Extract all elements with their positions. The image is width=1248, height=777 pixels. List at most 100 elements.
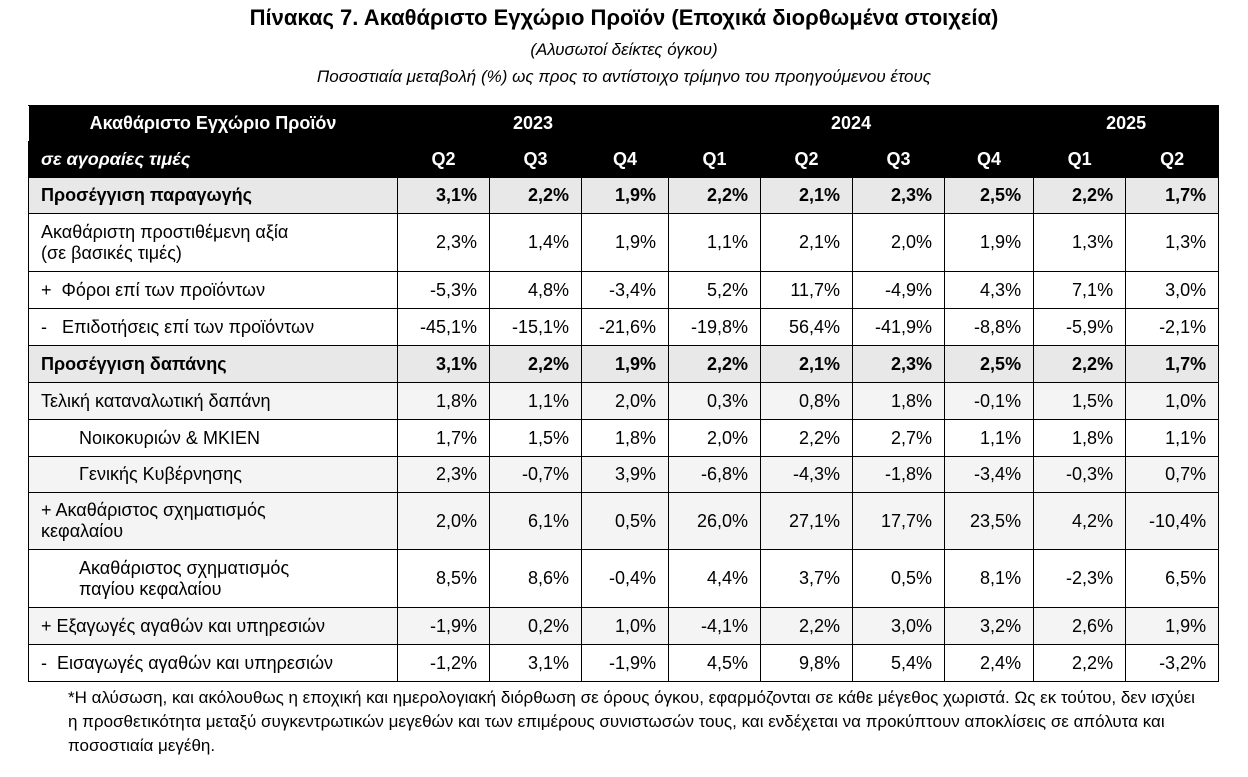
table-cell-value: 4,8% [489,271,582,309]
table-cell-value: -0,7% [489,456,582,493]
table-cell-value: -3,4% [580,271,670,309]
quarter-header: Q4 [580,141,670,178]
row-label-line: παγίου κεφαλαίου [79,578,222,599]
table-cell-value: -5,3% [397,271,490,309]
table-cell-value: -4,9% [852,271,946,309]
table-cell-value: 8,1% [944,549,1035,608]
table-cell-value: -6,8% [668,456,762,493]
table-cell-value: -1,8% [852,456,946,493]
table-cell-value: 1,7% [1125,177,1220,214]
table-cell-value: 0,2% [489,607,582,645]
table-cell-value: 1,3% [1125,213,1220,272]
row-label: Ακαθάριστη προστιθέμενη αξία (σε βασικές … [28,213,398,272]
table-cell-value: 1,0% [580,607,670,645]
table-cell-value: 0,3% [668,382,762,420]
table-cell-value: 2,5% [944,177,1035,214]
table-subtitle: (Αλυσωτοί δείκτες όγκου) [530,40,718,59]
table-cell-value: 5,4% [852,644,946,682]
row-label: + Εξαγωγές αγαθών και υπηρεσιών [28,607,398,645]
table-cell-value: -3,2% [1125,644,1220,682]
table-cell-value: 1,9% [580,213,670,272]
table-row: Ακαθάριστος σχηματισμός παγίου κεφαλαίου 8… [28,549,1220,608]
quarter-header: Q1 [668,141,762,178]
table-cell-value: 1,9% [580,345,670,383]
row-label: Τελική καταναλωτική δαπάνη [28,382,398,420]
table-cell-value: -4,1% [668,607,762,645]
row-label-line: κεφαλαίου [41,521,124,541]
table-cell-value: 3,7% [760,549,854,608]
table-cell-value: 1,9% [580,177,670,214]
table-cell-value: 3,1% [397,177,490,214]
gdp-table: Ακαθάριστο Εγχώριο Προϊόν 2023 2024 2025… [28,105,1220,682]
row-label: - Επιδοτήσεις επί των προϊόντων [28,308,398,346]
table-cell-value: 4,2% [1033,492,1127,550]
table-cell-value: 1,8% [1033,419,1127,457]
table-cell-value: 1,8% [852,382,946,420]
table-cell-value: 2,5% [944,345,1035,383]
table-cell-value: 1,1% [944,419,1035,457]
table-cell-value: 8,5% [397,549,490,608]
table-cell-value: 3,0% [852,607,946,645]
table-row: Προσέγγιση δαπάνης 3,1% 2,2% 1,9% 2,2% 2,1% 2,… [28,345,1220,383]
table-cell-value: 2,2% [1033,345,1127,383]
table-cell-value: 1,8% [580,419,670,457]
quarter-header: Q3 [489,141,582,178]
year-header: 2024 [668,105,1035,142]
quarter-header: Q3 [852,141,946,178]
quarter-header: Q2 [397,141,490,178]
table-cell-value: -1,9% [397,607,490,645]
table-cell-value: -0,3% [1033,456,1127,493]
table-cell-value: 1,1% [668,213,762,272]
table-cell-value: -21,6% [580,308,670,346]
table-cell-value: -45,1% [397,308,490,346]
table-cell-value: 4,4% [668,549,762,608]
table-cell-value: -2,1% [1125,308,1220,346]
table-row: + Εξαγωγές αγαθών και υπηρεσιών -1,9% 0,2%… [28,607,1220,645]
table-cell-value: -10,4% [1125,492,1220,550]
table-cell-value: 2,3% [397,456,490,493]
row-label-line: - Εισαγωγές αγαθών και υπηρεσιών [41,652,334,673]
table-cell-value: 2,2% [1033,644,1127,682]
row-label-line: (σε βασικές τιμές) [41,242,182,263]
table-cell-value: 2,2% [760,607,854,645]
table-cell-value: 26,0% [668,492,762,550]
table-cell-value: 1,9% [944,213,1035,272]
table-cell-value: 1,7% [397,419,490,457]
table-cell-value: 1,8% [397,382,490,420]
table-cell-value: 2,7% [852,419,946,457]
row-label: + Φόροι επί των προϊόντων [28,271,398,309]
row-label: Προσέγγιση δαπάνης [28,345,398,383]
table-row: + Φόροι επί των προϊόντων -5,3% 4,8% -3,4% 5… [28,271,1220,309]
row-label-line: Προσέγγιση παραγωγής [41,185,253,205]
table-row: Νοικοκυριών & ΜΚΙΕΝ 1,7% 1,5% 1,8% 2,0% 2,2% 2… [28,419,1220,457]
quarter-header: Q4 [944,141,1035,178]
row-label: - Εισαγωγές αγαθών και υπηρεσιών [28,644,398,682]
table-cell-value: 2,2% [760,419,854,457]
table-cell-value: 1,0% [1125,382,1220,420]
table-cell-value: 2,0% [397,492,490,550]
table-cell-value: -1,9% [580,644,670,682]
table-row: Ακαθάριστη προστιθέμενη αξία (σε βασικές … [28,213,1220,272]
table-cell-value: 0,8% [760,382,854,420]
table-cell-value: 27,1% [760,492,854,550]
table-title: Πίνακας 7. Ακαθάριστο Εγχώριο Προϊόν (Επ… [249,5,999,30]
table-cell-value: 5,2% [668,271,762,309]
table-cell-value: 0,7% [1125,456,1220,493]
row-label: Ακαθάριστος σχηματισμός παγίου κεφαλαίου [28,549,398,608]
table-cell-value: 2,1% [760,345,854,383]
footnote: *Η αλύσωση, και ακόλουθως η εποχική και … [68,688,1195,755]
table-cell-value: 2,1% [760,213,854,272]
row-label-line: Ακαθάριστος σχηματισμός [79,557,290,578]
table-cell-value: 1,1% [489,382,582,420]
table-cell-value: 1,7% [1125,345,1220,383]
table-cell-value: 2,2% [489,177,582,214]
row-label: + Ακαθάριστος σχηματισμός κεφαλαίου [28,492,398,550]
table-row: Τελική καταναλωτική δαπάνη 1,8% 1,1% 2,0% 0,… [28,382,1220,420]
table-cell-value: 2,1% [760,177,854,214]
quarter-header: Q2 [1125,141,1220,178]
table-cell-value: 2,2% [668,177,762,214]
table-cell-value: 1,1% [1125,419,1220,457]
quarter-header: Q2 [760,141,854,178]
row-label-line: Γενικής Κυβέρνησης [79,464,242,484]
row-label: Προσέγγιση παραγωγής [28,177,398,214]
